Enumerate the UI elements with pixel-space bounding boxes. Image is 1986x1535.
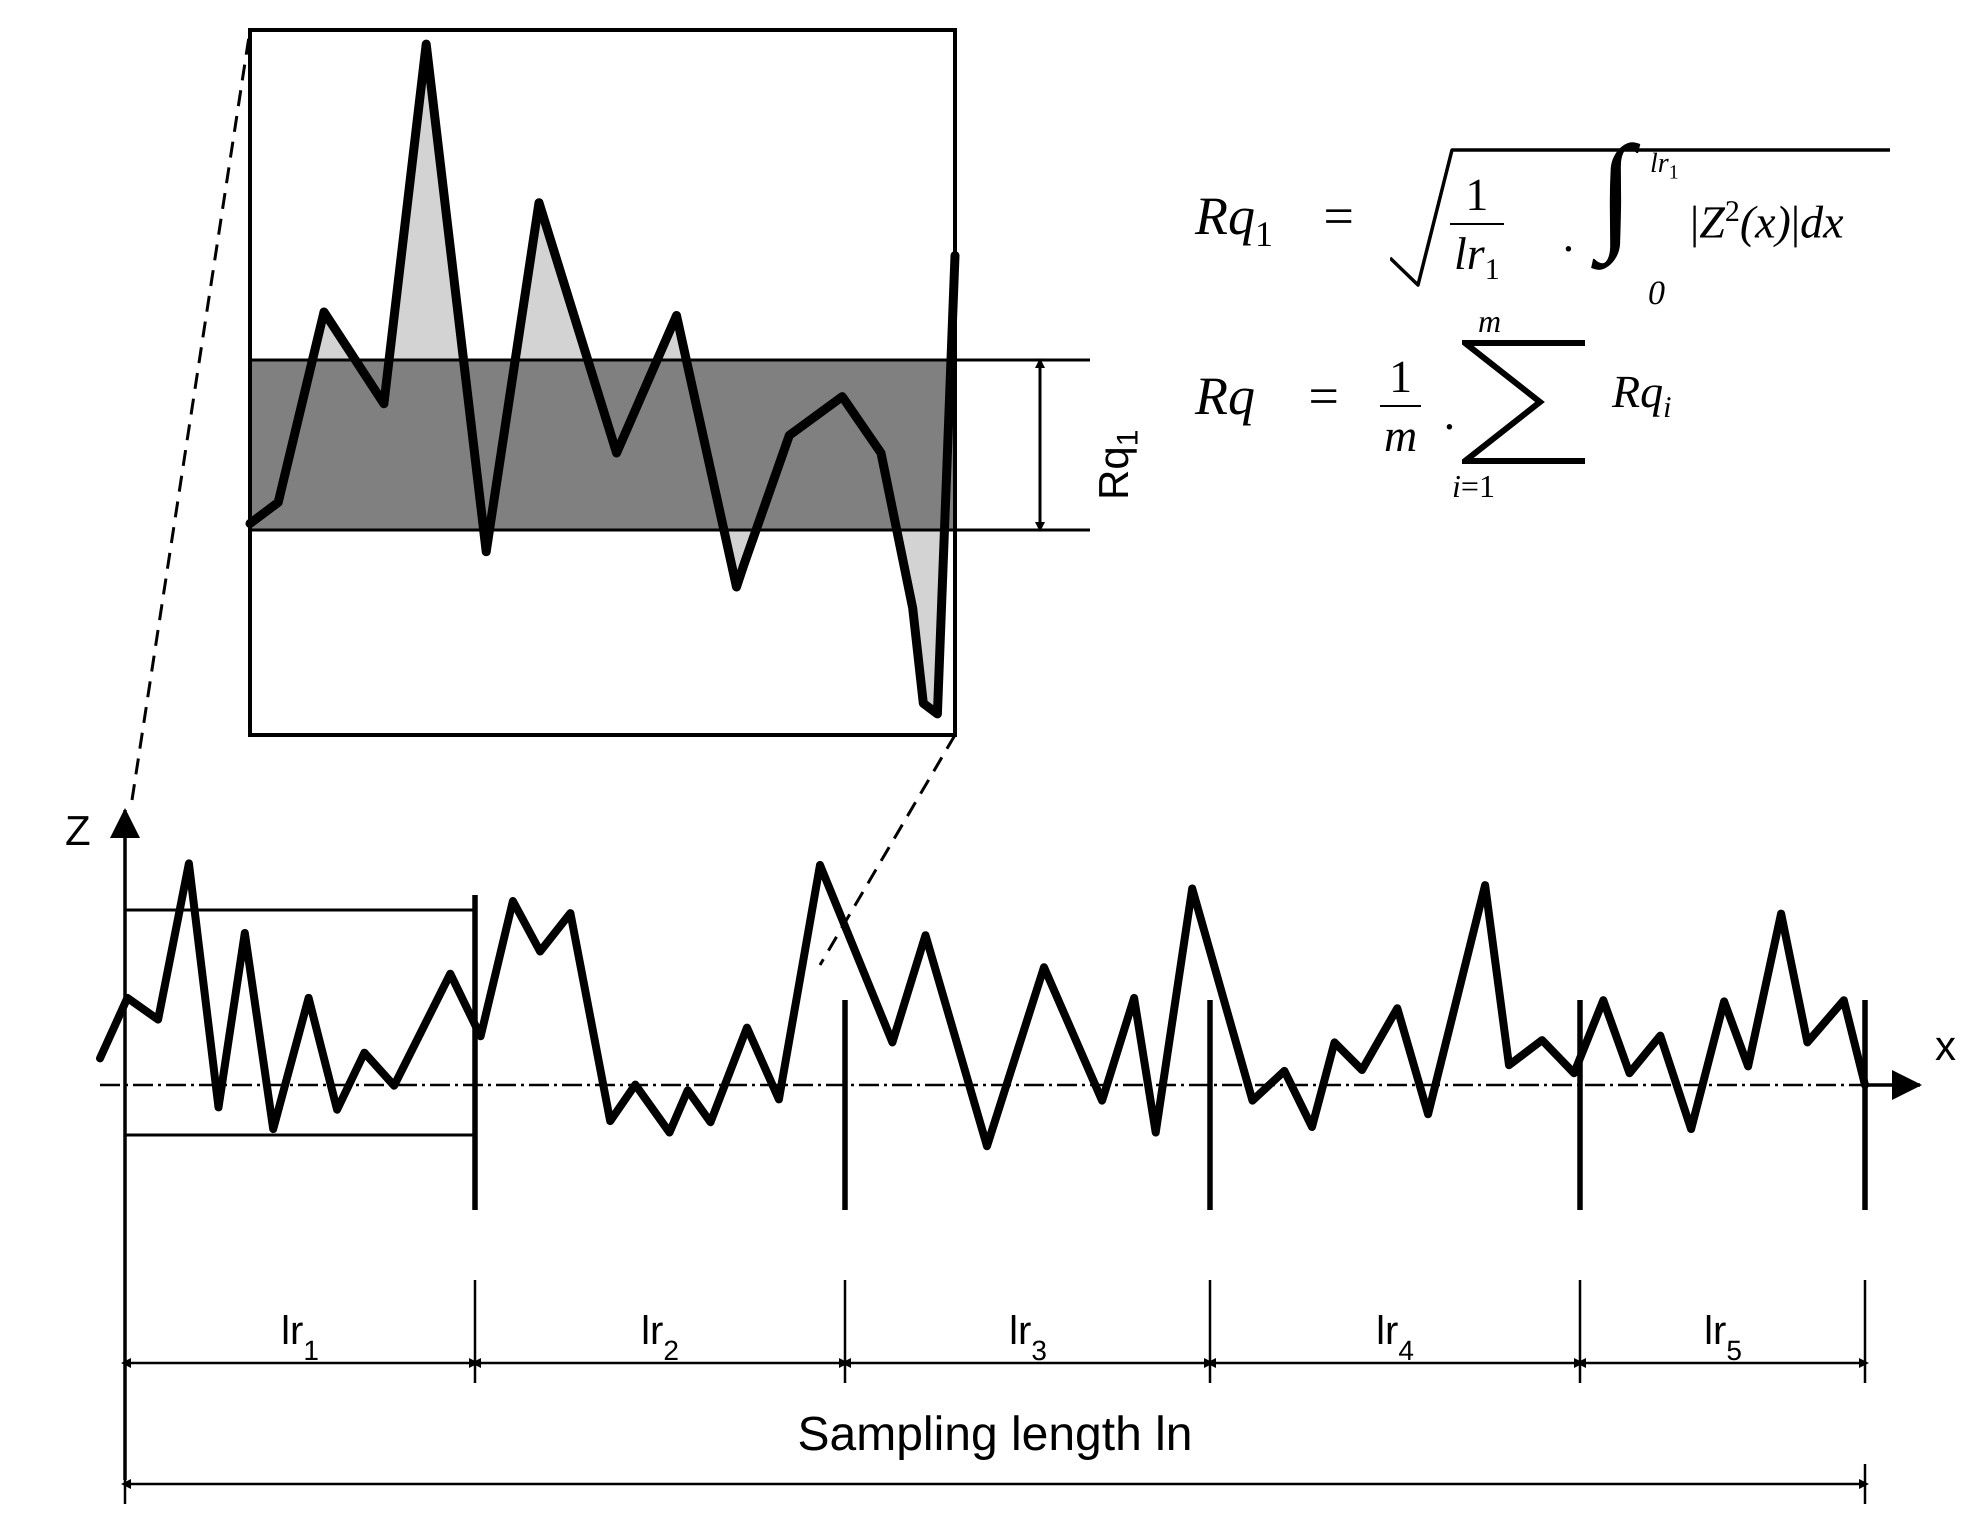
svg-text:lr1: lr1 (281, 1309, 319, 1366)
svg-text:lr2: lr2 (641, 1309, 679, 1366)
svg-text:Sampling length ln: Sampling length ln (798, 1408, 1193, 1461)
svg-text:lr5: lr5 (1704, 1309, 1742, 1366)
svg-text:lr3: lr3 (1009, 1309, 1047, 1366)
svg-text:lr4: lr4 (1376, 1309, 1414, 1366)
svg-text:x: x (1935, 1022, 1956, 1069)
svg-text:Z: Z (65, 807, 91, 854)
